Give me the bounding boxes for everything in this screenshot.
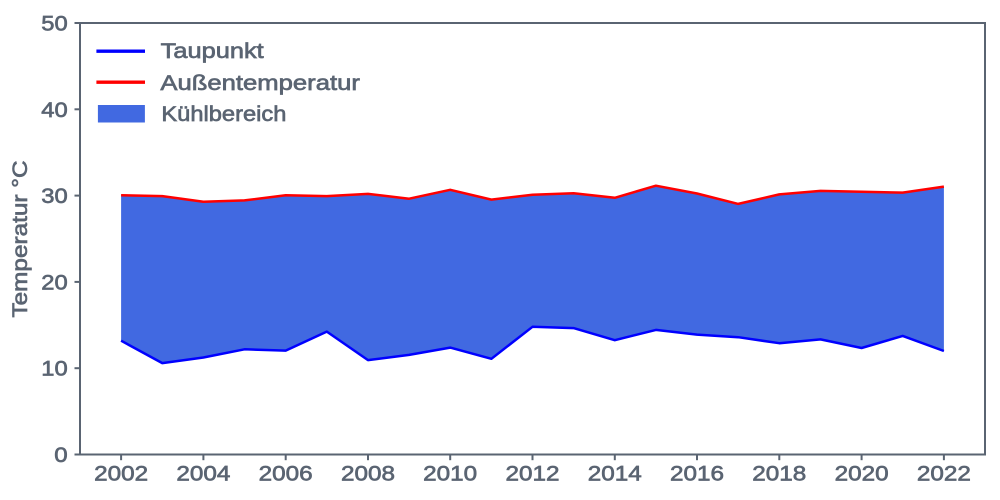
svg-text:2002: 2002: [94, 462, 148, 485]
svg-text:2010: 2010: [423, 462, 477, 485]
svg-text:Temperatur °C: Temperatur °C: [9, 161, 32, 318]
svg-text:Kühlbereich: Kühlbereich: [161, 103, 286, 126]
svg-text:40: 40: [41, 99, 67, 122]
svg-text:2004: 2004: [176, 462, 230, 485]
svg-text:10: 10: [41, 358, 67, 381]
svg-text:Taupunkt: Taupunkt: [161, 40, 264, 63]
svg-text:Außentemperatur: Außentemperatur: [160, 72, 360, 95]
svg-text:20: 20: [41, 271, 67, 294]
svg-text:2016: 2016: [670, 462, 724, 485]
svg-text:2008: 2008: [341, 462, 395, 485]
svg-text:2014: 2014: [588, 462, 642, 485]
svg-text:2006: 2006: [259, 462, 313, 485]
svg-text:50: 50: [41, 13, 67, 36]
svg-text:0: 0: [54, 444, 67, 467]
svg-text:2018: 2018: [752, 462, 806, 485]
svg-text:2022: 2022: [917, 462, 971, 485]
svg-text:2020: 2020: [835, 462, 889, 485]
svg-text:2012: 2012: [506, 462, 560, 485]
svg-text:30: 30: [41, 185, 67, 208]
